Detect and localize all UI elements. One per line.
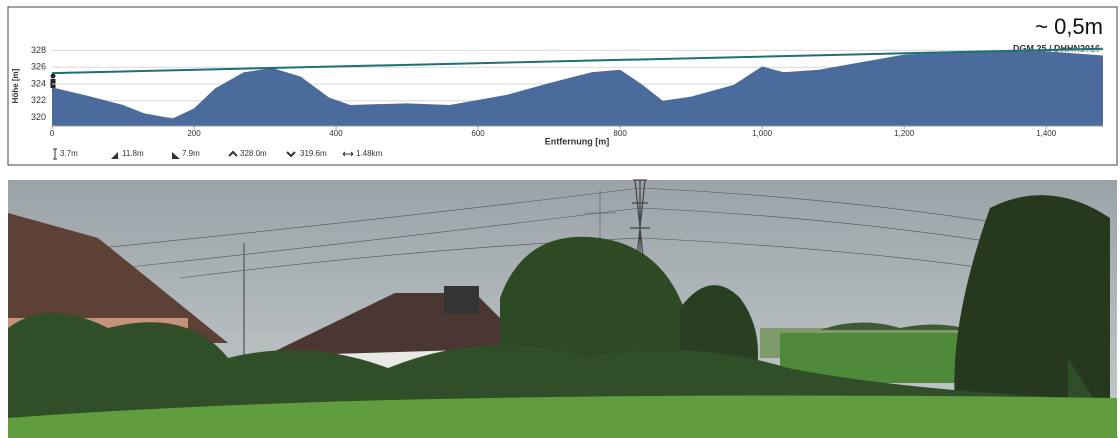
icon [228,150,238,157]
y-axis-label: Höhe [m] [11,68,20,103]
icon [111,152,118,159]
x-tick-label: 0 [50,129,55,138]
y-tick-label: 324 [31,78,46,88]
x-tick-label: 800 [613,129,627,138]
stat-label: 1.48km [356,149,383,158]
pylon [630,179,650,276]
power-lines [99,179,1031,403]
x-axis-label: Entfernung [m] [545,136,610,146]
x-tick-label: 200 [187,129,201,138]
y-tick-label: 322 [31,95,46,105]
stat-label: 328.0m [240,149,267,158]
x-tick-label: 400 [329,129,343,138]
lawn [8,395,1117,438]
sightline [51,47,1104,75]
photo [8,179,1118,438]
distant-trees [820,322,970,330]
stat-label: 319.6m [300,149,327,158]
stat-label: 11.8m [122,149,144,158]
source: DGM 25 / DHHN2016 [1013,43,1100,53]
annotation: ~ 0,5m [1035,14,1103,39]
chimney [444,286,479,314]
x-tick-label: 1,200 [894,129,915,138]
stat-icons [53,148,354,160]
x-tick-label: 1,400 [1036,129,1057,138]
x-tick-label: 1,000 [752,129,773,138]
chart: ~ 0,5m DGM 25 / DHHN2016 Entfernung [m] … [7,6,1118,166]
observer-head [50,73,56,79]
wires [99,187,1031,279]
y-tick-label: 326 [31,62,46,72]
stat-label: 3.7m [60,149,78,158]
icon [53,148,57,160]
x-tick-label: 600 [471,129,485,138]
observer [50,73,56,88]
icon [342,151,354,157]
icon [172,152,180,159]
y-tick-label: 328 [31,45,46,55]
icon [286,151,296,158]
left-roof [8,213,228,343]
terrain-area [52,51,1103,126]
stat-label: 7.9m [182,149,200,158]
y-tick-label: 320 [31,112,46,122]
